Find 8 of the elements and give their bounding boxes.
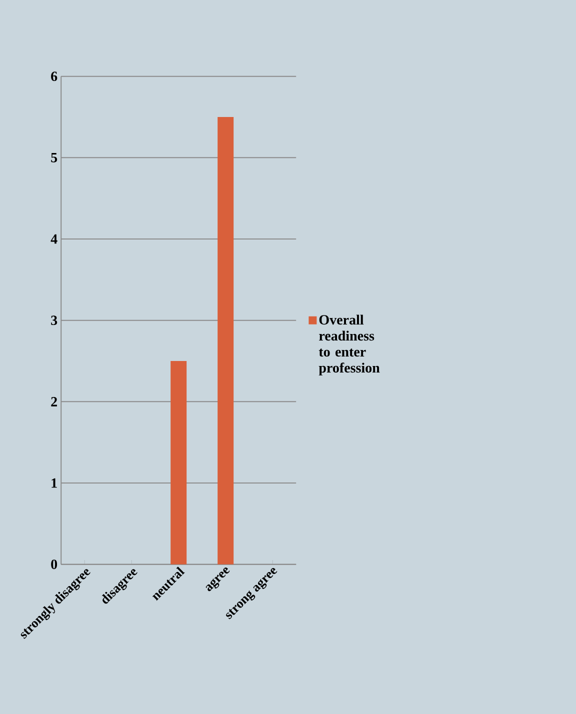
y-tick-label: 6	[51, 72, 58, 82]
y-tick-label: 0	[51, 560, 58, 570]
y-tick-label: 3	[51, 316, 58, 326]
y-tick-label: 4	[50, 234, 58, 244]
y-tick-label: 1	[52, 478, 57, 488]
legend-label: Overall readiness to enter profession	[318, 314, 380, 376]
y-tick-label: 2	[51, 397, 57, 406]
y-tick-label: 5	[51, 153, 58, 162]
